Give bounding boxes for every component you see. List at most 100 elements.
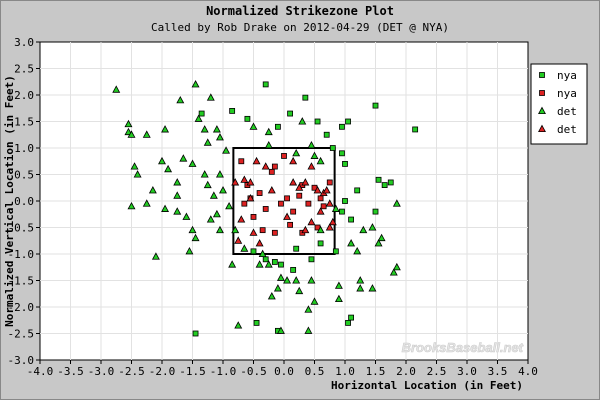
det-red-triangle-point	[252, 156, 261, 165]
data-points	[112, 80, 419, 337]
nya-red-square-point	[256, 190, 263, 196]
det-green-triangle-point	[307, 276, 316, 284]
x-tick-label: 3.0	[457, 365, 477, 378]
y-tick-label: -0.5	[8, 222, 35, 235]
det-green-triangle-point	[176, 95, 185, 104]
det-red-triangle-point	[313, 186, 322, 194]
det-green-triangle-point	[219, 186, 227, 194]
det-green-triangle-point	[209, 191, 218, 199]
nya-green-square-point	[308, 256, 315, 263]
det-green-triangle-point	[203, 180, 212, 189]
y-tick-label: -2.0	[8, 301, 35, 314]
det-green-triangle-point	[292, 276, 301, 284]
det-red-triangle-point	[307, 162, 316, 170]
det-green-triangle-point	[206, 93, 215, 101]
det-green-triangle-point	[258, 249, 267, 258]
det-green-triangle-point	[276, 326, 285, 334]
det-green-triangle-point	[133, 170, 142, 178]
nya-red-square-point	[238, 158, 245, 165]
det-green-triangle-point	[392, 262, 401, 271]
y-tick-label: 2.0	[14, 89, 34, 102]
det-green-triangle-point	[231, 225, 240, 234]
nya-red-square-point	[271, 163, 278, 170]
nya-green-square-point	[342, 160, 348, 167]
x-tick-label: 2.5	[427, 365, 447, 378]
det-green-triangle-point	[304, 326, 313, 334]
nya-red-square-point	[268, 168, 275, 175]
det-green-triangle-point	[194, 114, 203, 122]
det-green-triangle-point	[161, 204, 170, 212]
det-green-triangle-point	[130, 162, 139, 170]
det-green-triangle-point	[310, 297, 319, 305]
det-green-triangle-point	[240, 244, 249, 252]
legend-label: det	[557, 105, 577, 118]
det-green-triangle-point	[127, 130, 136, 138]
x-tick-label: -2.5	[118, 365, 145, 378]
det-green-triangle-point	[334, 294, 343, 303]
det-green-triangle-point	[374, 239, 383, 247]
nya-green-square-point	[339, 150, 345, 157]
nya-green-square-point	[348, 314, 355, 321]
legend-label: nya	[557, 69, 577, 82]
det-red-triangle-point	[246, 178, 255, 186]
nya-red-square-point	[259, 227, 266, 234]
det-green-triangle-point	[298, 117, 307, 125]
nya-red-square-point	[296, 192, 303, 199]
nya-green-square-point	[262, 81, 269, 88]
det-red-triangle-point	[249, 228, 258, 236]
watermark: BrooksBaseball.net	[402, 340, 524, 355]
det-green-triangle-point	[142, 130, 151, 138]
det-green-triangle-point	[347, 239, 356, 247]
det-green-triangle-point	[316, 156, 325, 165]
nya-green-square-point	[332, 248, 339, 255]
det-green-triangle-point	[185, 247, 194, 255]
nya-green-square-point	[302, 94, 309, 101]
x-axis-label: Horizontal Location (in Feet)	[331, 379, 523, 392]
det-green-triangle-point	[276, 273, 285, 281]
det-green-triangle-point	[292, 148, 301, 157]
det-green-triangle-point	[228, 260, 237, 268]
x-tick-label: -2.0	[149, 365, 176, 378]
det-green-triangle-point	[264, 127, 273, 136]
x-tick-label: 3.5	[488, 365, 508, 378]
det-red-triangle-point	[255, 239, 264, 247]
det-green-triangle-point	[151, 252, 160, 260]
det-green-triangle-point	[267, 292, 276, 300]
nya-green-square-point	[229, 108, 236, 114]
nya-green-square-point	[278, 261, 284, 268]
nya-red-square-point	[281, 153, 287, 159]
nya-red-square-point	[317, 195, 324, 202]
det-red-triangle-point	[237, 215, 246, 223]
strike-zone	[232, 147, 336, 255]
det-green-triangle-point	[148, 186, 157, 194]
det-green-triangle-point	[188, 159, 197, 167]
nya-green-square-point	[293, 245, 300, 252]
det-green-triangle-point	[264, 260, 273, 268]
x-tick-label: -3.0	[88, 365, 115, 378]
nya-red-square-point	[278, 200, 284, 207]
det-green-triangle-point	[359, 225, 368, 234]
nya-green-square-point	[375, 176, 382, 183]
det-green-triangle-point	[377, 233, 386, 242]
det-red-triangle-point	[289, 156, 298, 165]
det-green-triangle-point	[234, 321, 243, 329]
y-axis-label: Normalized Vertical Location (in Feet)	[3, 75, 16, 327]
legend-marker	[538, 106, 546, 114]
y-tick-label: 0.5	[14, 169, 34, 182]
det-red-triangle-point	[231, 178, 240, 186]
det-green-triangle-point	[353, 247, 362, 255]
nya-red-square-point	[290, 208, 297, 215]
axis-ticks: -4.0 -3.5 -3.0 -2.5 -2.0 -1.5 -1.0 -0.5 0.0 0.5 1.…	[8, 36, 538, 378]
nya-red-square-point	[271, 229, 278, 236]
nya-green-square-point	[339, 123, 345, 130]
x-tick-label: -4.0	[27, 365, 54, 378]
det-green-triangle-point	[212, 209, 221, 218]
nya-green-square-point	[348, 216, 355, 223]
det-green-triangle-point	[191, 80, 200, 88]
det-red-triangle-point	[325, 199, 334, 207]
y-tick-label: -1.0	[8, 248, 35, 261]
nya-green-square-point	[250, 248, 257, 255]
legend-marker	[539, 72, 545, 78]
nya-red-square-point	[284, 195, 290, 202]
det-red-triangle-point	[295, 183, 304, 191]
